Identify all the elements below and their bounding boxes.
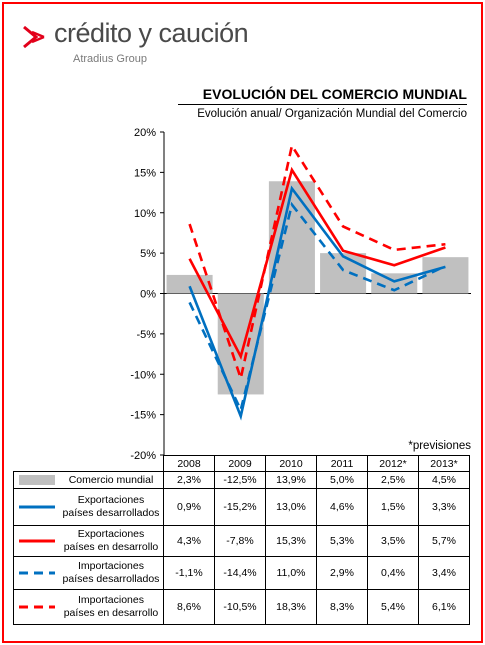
series-line <box>188 185 446 421</box>
bar <box>320 253 367 294</box>
table-cell: -12,5% <box>214 471 266 489</box>
brand-name: crédito y caución <box>54 18 249 48</box>
table-cell: 5,4% <box>367 589 419 625</box>
table-year-header: 2011 <box>316 455 368 472</box>
table-row-label: Exportaciones países desarrollados <box>13 488 164 526</box>
y-tick-label: 10% <box>134 208 156 220</box>
table-year-header: 2012* <box>367 455 419 472</box>
y-tick-label: -10% <box>130 369 156 381</box>
table-cell: 5,0% <box>316 471 368 489</box>
series-line <box>188 142 446 384</box>
y-tick-label: 0% <box>140 289 156 301</box>
table-row: Importaciones países desarrollados -1,1% -1… <box>13 556 470 590</box>
table-cell: 2,9% <box>316 556 368 590</box>
table-cell: -7,8% <box>214 525 266 557</box>
table-cell: 8,6% <box>163 589 215 625</box>
table-corner <box>14 456 164 472</box>
legend-key-icon <box>14 536 59 546</box>
series-name: Comercio mundial <box>68 473 154 486</box>
table-cell: 8,3% <box>316 589 368 625</box>
data-table: 2008 2009 2010 2011 2012* 2013* Comercio mund… <box>13 455 470 625</box>
y-tick-label: 20% <box>134 127 156 139</box>
table-cell: 5,3% <box>316 525 368 557</box>
table-cell: 3,4% <box>418 556 470 590</box>
legend-key-icon <box>14 568 59 578</box>
table-cell: 4,5% <box>418 471 470 489</box>
table-cell: 6,1% <box>418 589 470 625</box>
series-line <box>188 166 446 361</box>
legend-key-icon <box>14 475 59 485</box>
table-row: Exportaciones países desarrollados 0,9% -15… <box>13 488 470 526</box>
table-cell: -10,5% <box>214 589 266 625</box>
table-cell: 3,5% <box>367 525 419 557</box>
table-year-header: 2008 <box>163 455 215 472</box>
table-cell: 11,0% <box>265 556 317 590</box>
table-cell: -15,2% <box>214 488 266 526</box>
table-row-label: Importaciones países en desarrollo <box>13 589 164 625</box>
legend-key-icon <box>14 602 59 612</box>
table-cell: 13,0% <box>265 488 317 526</box>
table-cell: 4,3% <box>163 525 215 557</box>
table-cell: 4,6% <box>316 488 368 526</box>
legend-key-icon <box>14 502 59 512</box>
chart-title: EVOLUCIÓN DEL COMERCIO MUNDIAL <box>202 86 467 102</box>
title-underline <box>178 104 467 105</box>
series-name: Importaciones países desarrollados <box>62 560 160 585</box>
y-tick-label: 15% <box>134 167 156 179</box>
table-cell: -14,4% <box>214 556 266 590</box>
table-year-header: 2013* <box>418 455 470 472</box>
table-cell: 0,9% <box>163 488 215 526</box>
y-tick-label: -15% <box>130 410 156 422</box>
y-tick-label: -20% <box>130 450 156 460</box>
table-cell: 18,3% <box>265 589 317 625</box>
chart-subtitle: Evolución anual/ Organización Mundial de… <box>197 108 467 120</box>
table-year-header: 2010 <box>265 455 317 472</box>
table-cell: 2,5% <box>367 471 419 489</box>
table-row: Exportaciones países en desarrollo 4,3% -7,… <box>13 525 470 557</box>
table-cell: 5,7% <box>418 525 470 557</box>
table-cell: 15,3% <box>265 525 317 557</box>
table-cell: 13,9% <box>265 471 317 489</box>
bar <box>422 257 469 294</box>
table-cell: -1,1% <box>163 556 215 590</box>
y-tick-label: -5% <box>136 329 156 341</box>
series-name: Importaciones países en desarrollo <box>63 594 159 619</box>
table-header-row: 2008 2009 2010 2011 2012* 2013* <box>14 455 470 472</box>
series-name: Exportaciones países en desarrollo <box>63 528 159 553</box>
table-year-header: 2009 <box>214 455 266 472</box>
y-tick-label: 5% <box>140 248 156 260</box>
table-cell: 3,3% <box>418 488 470 526</box>
table-row-label: Comercio mundial <box>13 471 164 489</box>
table-cell: 1,5% <box>367 488 419 526</box>
table-row: Importaciones países en desarrollo 8,6% -10… <box>13 589 470 625</box>
bar <box>268 181 315 294</box>
table-cell: 2,3% <box>163 471 215 489</box>
table-row: Comercio mundial 2,3% -12,5% 13,9% 5,0% 2,5% 4… <box>13 471 470 489</box>
footnote: *previsiones <box>408 440 471 452</box>
chart-plot: -20% -15% -10% -5% 0% 5% 10% 15% 20% <box>130 127 471 460</box>
table-cell: 0,4% <box>367 556 419 590</box>
brand-subtitle: Atradius Group <box>73 53 147 65</box>
table-row-label: Exportaciones países en desarrollo <box>13 525 164 557</box>
series-name: Exportaciones países desarrollados <box>62 494 160 519</box>
brand-arrow-icon <box>23 25 45 49</box>
table-row-label: Importaciones países desarrollados <box>13 556 164 590</box>
